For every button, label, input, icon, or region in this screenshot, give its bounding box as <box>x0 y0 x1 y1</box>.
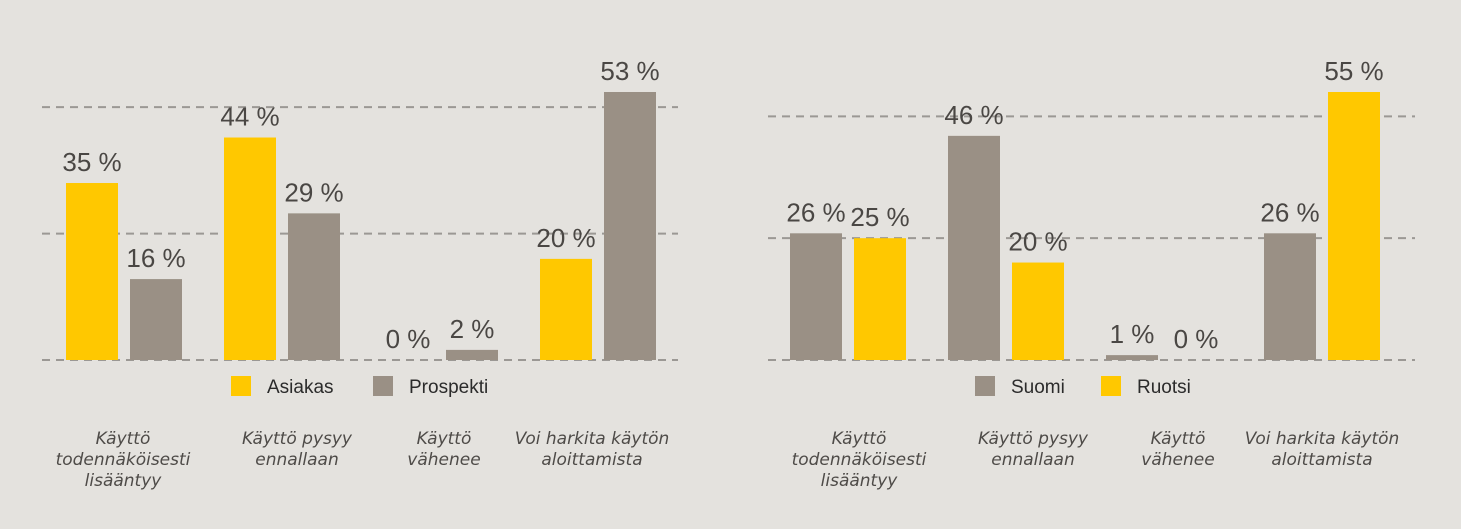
category-label-line: todennäköisesti <box>792 450 927 470</box>
bar <box>1012 262 1064 360</box>
bar <box>854 238 906 360</box>
bar <box>1264 233 1316 360</box>
chart-right: 26 % 25 %46 %20 %1 % 0 %26 %55 %Suomi Ruots… <box>768 56 1415 491</box>
chart-left: 35 % 16 % 44 % 29 % 0 % 2 % 20 % 53 % Asiakas Pro… <box>42 56 678 491</box>
category-label-line: Voi harkita käytön <box>515 429 670 449</box>
data-label: 46 % <box>944 100 1003 130</box>
data-label: 53 % <box>600 56 659 86</box>
data-label: 0 % <box>386 324 431 354</box>
bar <box>446 349 498 360</box>
bar <box>948 135 1000 360</box>
data-label: 20 % <box>536 223 595 253</box>
bar <box>604 92 656 360</box>
category-label: Käyttö pysyy ennallaan <box>978 429 1089 470</box>
category-label-line: vähenee <box>407 450 480 470</box>
bar <box>66 183 118 360</box>
category-label-line: Käyttö pysyy <box>978 429 1089 449</box>
data-label: 2 % <box>450 314 495 344</box>
category-label-line: aloittamista <box>1271 450 1372 470</box>
legend-label: Ruotsi <box>1137 377 1191 398</box>
bar <box>288 213 340 360</box>
bar <box>1328 92 1380 360</box>
bar <box>790 233 842 360</box>
category-label-line: Käyttö pysyy <box>242 429 353 449</box>
category-label-line: Käyttö <box>832 429 887 449</box>
bar <box>130 279 182 360</box>
data-label: 35 % <box>62 147 121 177</box>
bar <box>1106 355 1158 360</box>
category-label-line: Voi harkita käytön <box>1245 429 1400 449</box>
category-label-line: lisääntyy <box>85 471 163 491</box>
data-label: 44 % <box>220 102 279 132</box>
data-label: 16 % <box>126 243 185 273</box>
category-label: Voi harkita käytön aloittamista <box>1245 429 1400 470</box>
category-label: Käyttö vähenee <box>407 429 480 470</box>
legend-swatch <box>975 376 995 396</box>
category-label: Käyttö todennäköisesti lisääntyy <box>56 429 191 491</box>
legend-label: Suomi <box>1011 377 1065 398</box>
category-label-line: Käyttö <box>417 429 472 449</box>
category-label-line: ennallaan <box>255 450 338 470</box>
data-label: 25 % <box>850 202 909 232</box>
category-label-line: lisääntyy <box>821 471 899 491</box>
category-label-line: aloittamista <box>541 450 642 470</box>
legend-label: Asiakas <box>267 377 334 398</box>
data-label: 0 % <box>1174 324 1219 354</box>
category-label-line: todennäköisesti <box>56 450 191 470</box>
data-label: 20 % <box>1008 227 1067 257</box>
data-label: 1 % <box>1110 319 1155 349</box>
category-label: Käyttö todennäköisesti lisääntyy <box>792 429 927 491</box>
legend-label: Prospekti <box>409 377 488 398</box>
legend-swatch <box>373 376 393 396</box>
category-label: Käyttö pysyy ennallaan <box>242 429 353 470</box>
data-label: 26 % <box>786 197 845 227</box>
category-label-line: vähenee <box>1141 450 1214 470</box>
category-label-line: ennallaan <box>991 450 1074 470</box>
category-label: Voi harkita käytön aloittamista <box>515 429 670 470</box>
category-label-line: Käyttö <box>96 429 151 449</box>
data-label: 26 % <box>1260 197 1319 227</box>
bar <box>540 258 592 360</box>
data-label: 55 % <box>1324 56 1383 86</box>
legend-swatch <box>1101 376 1121 396</box>
legend-swatch <box>231 376 251 396</box>
category-label-line: Käyttö <box>1151 429 1206 449</box>
data-label: 29 % <box>284 177 343 207</box>
category-label: Käyttö vähenee <box>1141 429 1214 470</box>
bar <box>224 137 276 360</box>
